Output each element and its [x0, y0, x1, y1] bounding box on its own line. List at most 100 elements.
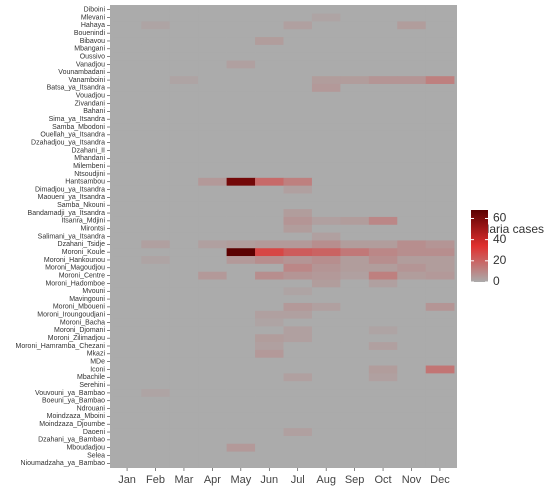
heat-cell: [226, 146, 256, 155]
heat-cell: [112, 123, 142, 132]
heat-cell: [226, 68, 256, 77]
heat-cell: [340, 115, 370, 124]
heat-cell: [112, 193, 142, 202]
heat-cell: [169, 209, 199, 218]
heat-cell: [340, 29, 370, 38]
heat-cell: [425, 365, 455, 374]
heat-cell: [368, 365, 398, 374]
heat-cell: [226, 138, 256, 147]
heat-cell: [112, 256, 142, 265]
heat-cell: [311, 21, 341, 30]
heat-cell: [425, 146, 455, 155]
heat-cell: [255, 115, 284, 124]
heat-cell: [397, 232, 427, 241]
heat-cell: [141, 443, 171, 452]
heat-cell: [340, 412, 370, 421]
heat-cell: [169, 326, 199, 335]
heat-cell: [340, 138, 370, 147]
heat-cell: [340, 91, 370, 100]
heat-cell: [226, 224, 256, 233]
heat-cell: [340, 52, 370, 61]
heat-cell: [169, 263, 199, 272]
heat-cell: [226, 310, 256, 319]
heat-cell: [226, 123, 256, 132]
heat-cell: [311, 295, 341, 304]
heat-cell: [311, 130, 341, 140]
heat-cell: [340, 13, 370, 22]
heat-cell: [141, 83, 171, 93]
heat-cell: [198, 357, 227, 366]
heat-cell: [226, 271, 256, 280]
heat-cell: [226, 99, 256, 108]
heat-cell: [198, 404, 227, 413]
heat-cell: [255, 459, 284, 468]
heat-cell: [169, 193, 199, 202]
heat-cell: [141, 459, 171, 468]
heat-cell: [340, 381, 370, 390]
heat-cell: [198, 162, 227, 171]
heat-cell: [169, 389, 199, 398]
heat-cell: [255, 287, 284, 296]
heat-cell: [368, 256, 398, 265]
heat-cell: [169, 91, 199, 100]
heat-cell: [340, 5, 370, 14]
heat-cell: [169, 107, 199, 116]
heat-cell: [141, 279, 171, 288]
heat-cell: [311, 146, 341, 155]
heat-cell: [368, 107, 398, 116]
heat-cell: [141, 60, 171, 69]
x-tick-label: Sep: [345, 474, 365, 486]
heat-cell: [141, 428, 171, 437]
heat-cell: [340, 389, 370, 398]
heat-cell: [255, 412, 284, 421]
y-tick-label: Vounambadani: [58, 69, 105, 76]
heat-cell: [368, 37, 398, 46]
heat-cell: [255, 349, 284, 359]
heat-cell: [311, 271, 341, 280]
heat-cell: [141, 91, 171, 100]
heat-cell: [340, 256, 370, 265]
y-tick-label: Bandamadji_ya_Itsandra: [28, 210, 106, 217]
heat-cell: [340, 76, 370, 85]
heat-cell: [397, 279, 427, 288]
heat-cell: [425, 60, 455, 69]
heat-cell: [255, 154, 284, 163]
heat-cell: [283, 193, 313, 202]
heat-cell: [425, 224, 455, 233]
heat-cell: [397, 435, 427, 445]
heat-cell: [255, 68, 284, 77]
heat-cell: [311, 52, 341, 61]
heat-cell: [141, 420, 171, 429]
y-tick-label: Moroni_Hamramba_Chezani: [16, 343, 106, 350]
heat-cell: [368, 154, 398, 163]
heat-cell: [255, 201, 284, 210]
heat-cell: [226, 256, 256, 265]
heat-cell: [255, 451, 284, 460]
y-tick-label: Maoueni_ya_Itsandra: [38, 194, 105, 201]
heat-cell: [169, 412, 199, 421]
heat-cell: [198, 326, 227, 335]
x-tick-label: Nov: [402, 474, 422, 486]
heat-cell: [368, 396, 398, 405]
heat-cell: [368, 224, 398, 233]
heat-cell: [169, 177, 199, 186]
heat-cell: [397, 193, 427, 202]
x-tick-label: Jun: [260, 474, 278, 486]
heat-cell: [141, 224, 171, 233]
heat-cell: [112, 310, 142, 319]
heat-cell: [112, 326, 142, 335]
heat-cell: [283, 76, 313, 85]
heat-cell: [425, 216, 455, 226]
heat-cell: [226, 349, 256, 359]
y-tick-label: Vouvouni_ya_Bambao: [35, 390, 105, 397]
heat-cell: [397, 240, 427, 249]
heat-cell: [226, 5, 256, 14]
heat-cell: [368, 29, 398, 38]
heat-cell: [283, 435, 313, 445]
heat-cell: [283, 342, 313, 351]
heat-cell: [397, 216, 427, 226]
heat-cell: [368, 240, 398, 249]
y-tick-label: Iconi: [90, 366, 105, 373]
heat-cell: [283, 138, 313, 147]
heat-cell: [425, 302, 455, 312]
